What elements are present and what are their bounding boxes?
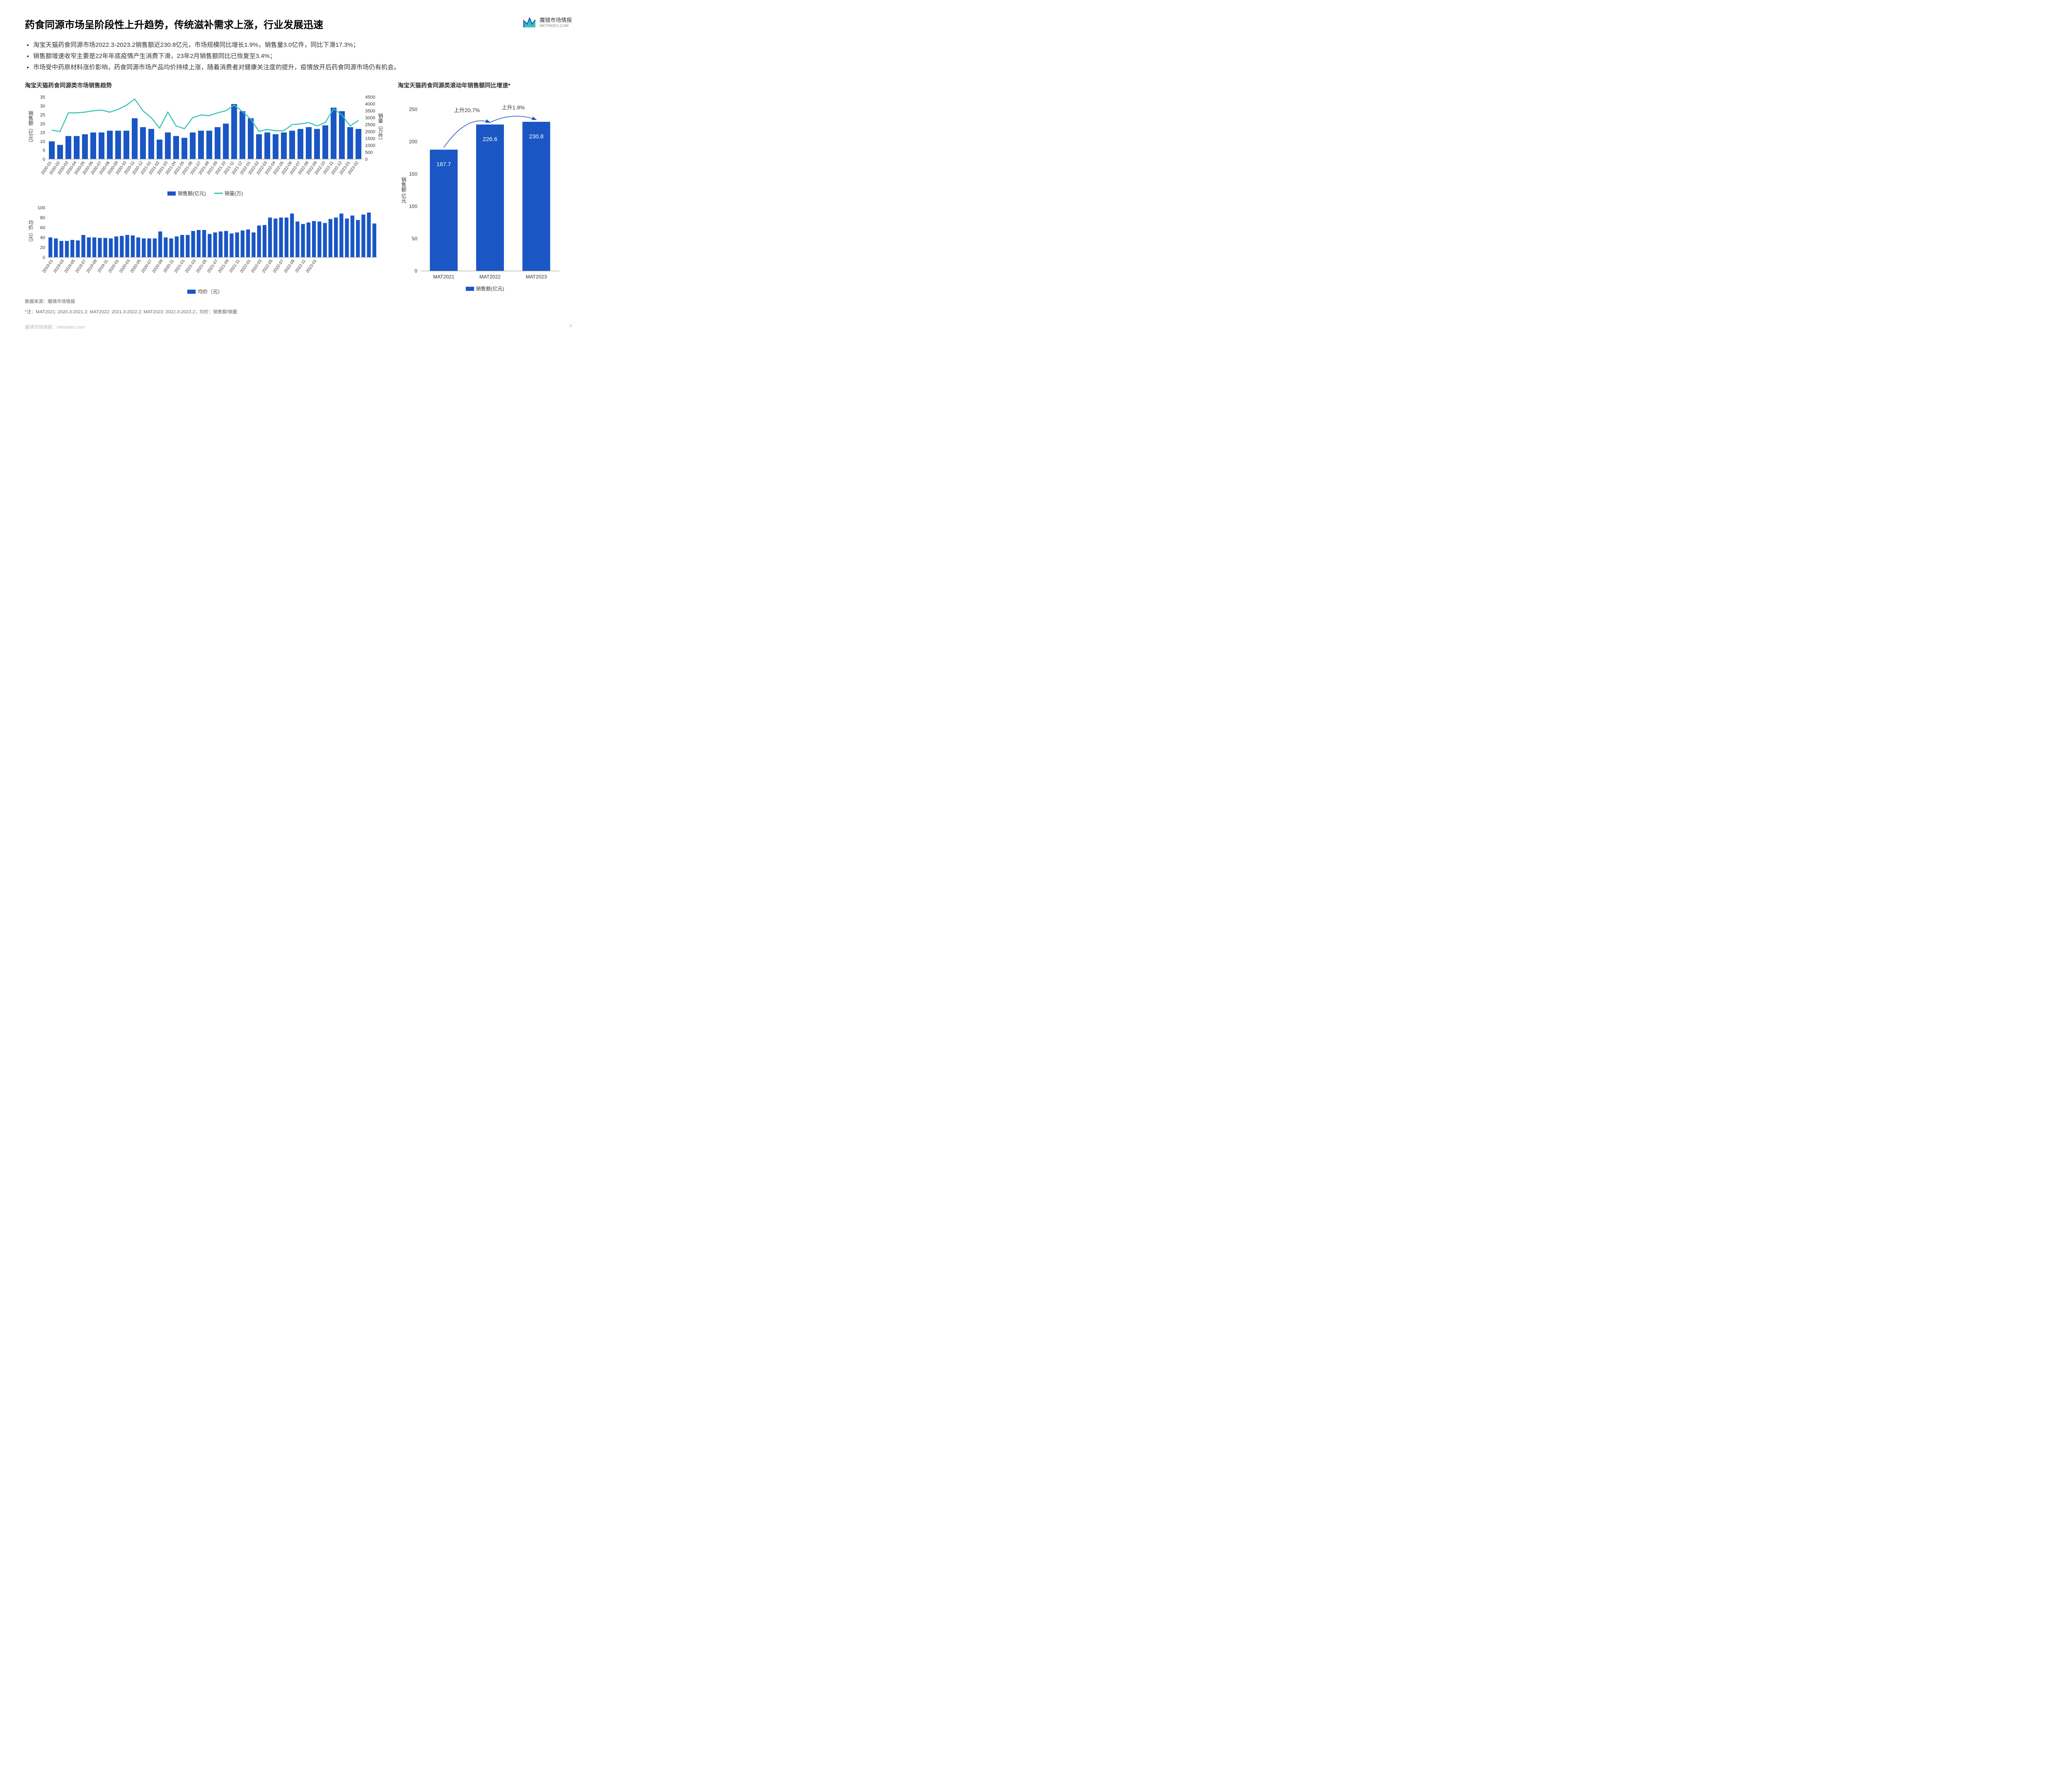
svg-text:2022-07: 2022-07 — [272, 259, 285, 274]
svg-text:2022-09: 2022-09 — [283, 259, 296, 274]
svg-text:2019-05: 2019-05 — [64, 259, 76, 274]
svg-text:20: 20 — [40, 245, 45, 250]
page-title: 药食同源市场呈阶段性上升趋势，传统滋补需求上涨，行业发展迅速 — [25, 17, 323, 31]
svg-text:30: 30 — [40, 104, 45, 109]
svg-text:2021-09: 2021-09 — [218, 259, 230, 274]
svg-text:上升1.9%: 上升1.9% — [502, 104, 525, 111]
footer-left: 魔镜市场情报：mktindex.com — [25, 324, 85, 330]
svg-text:100: 100 — [409, 203, 417, 209]
svg-text:230.8: 230.8 — [529, 133, 544, 140]
bullet-item: 销售额增速收窄主要是22年年底疫情产生消费下滑，23年2月销售额同比已恢复至3.… — [33, 51, 572, 62]
svg-text:2021-03: 2021-03 — [184, 259, 197, 274]
svg-text:100: 100 — [38, 206, 45, 210]
svg-text:80: 80 — [40, 215, 45, 220]
chart1: 0 5 10 15 20 25 30 35 0 500 1000 1500 20002500 3000 35… — [25, 93, 385, 197]
chart2-legend: 均价（元） — [187, 288, 223, 295]
chart1-title: 淘宝天猫药食同源类市场销售趋势 — [25, 81, 385, 90]
svg-text:2019-01: 2019-01 — [42, 259, 54, 274]
footnote-source: 数据来源：魔镜市场情报 — [25, 298, 385, 305]
svg-text:0: 0 — [365, 157, 368, 162]
svg-text:MAT2023: MAT2023 — [526, 274, 547, 280]
svg-text:2019-03: 2019-03 — [53, 259, 65, 274]
bullet-item: 市场受中药原材料涨价影响，药食同源市场产品均价持续上涨，随着消费者对健康关注度的… — [33, 62, 572, 73]
svg-text:销售额 亿元: 销售额 亿元 — [401, 177, 407, 203]
svg-text:MAT2021: MAT2021 — [433, 274, 454, 280]
svg-text:销售额（亿元）: 销售额（亿元） — [28, 111, 34, 145]
svg-text:2022-03: 2022-03 — [250, 259, 263, 274]
svg-text:2023-01: 2023-01 — [305, 259, 318, 274]
svg-text:均价（元）: 均价（元） — [28, 220, 34, 245]
svg-text:2500: 2500 — [365, 123, 375, 128]
svg-text:50: 50 — [412, 236, 418, 242]
svg-text:2022-05: 2022-05 — [261, 259, 274, 274]
chart3: 0 50 100 150 200 250 销售额 亿元 187.7 MAT2021 226.6 MA… — [398, 93, 572, 292]
svg-text:3500: 3500 — [365, 109, 375, 114]
bullet-item: 淘宝天猫药食同源市场2022.3-2023.2销售额近230.8亿元，市场规模同… — [33, 39, 572, 51]
svg-text:35: 35 — [40, 95, 45, 100]
svg-text:226.6: 226.6 — [483, 136, 497, 143]
svg-text:1000: 1000 — [365, 143, 375, 148]
svg-text:10: 10 — [40, 139, 45, 144]
svg-text:2020-03: 2020-03 — [119, 259, 131, 274]
svg-text:1500: 1500 — [365, 136, 375, 141]
svg-text:MAT2022: MAT2022 — [479, 274, 501, 280]
svg-text:2020-01: 2020-01 — [108, 259, 120, 274]
svg-text:40: 40 — [40, 235, 45, 240]
svg-text:2022-01: 2022-01 — [240, 259, 252, 274]
svg-text:销量（万件）: 销量（万件） — [378, 113, 383, 143]
svg-text:60: 60 — [40, 225, 45, 230]
svg-text:2019-09: 2019-09 — [86, 259, 98, 274]
svg-text:500: 500 — [365, 150, 373, 155]
logo-icon — [523, 17, 536, 28]
svg-text:25: 25 — [40, 113, 45, 118]
svg-text:2000: 2000 — [365, 129, 375, 134]
svg-text:15: 15 — [40, 131, 45, 135]
svg-text:2019-07: 2019-07 — [75, 259, 87, 274]
svg-text:0: 0 — [43, 157, 45, 162]
svg-text:4500: 4500 — [365, 95, 375, 100]
logo-name: 魔镜市场情报 — [540, 17, 572, 24]
chart1-legend-line: 销量(万) — [214, 190, 243, 197]
svg-text:0: 0 — [414, 268, 417, 274]
bullet-list: 淘宝天猫药食同源市场2022.3-2023.2销售额近230.8亿元，市场规模同… — [25, 39, 572, 73]
svg-text:4000: 4000 — [365, 102, 375, 107]
svg-text:5: 5 — [43, 148, 45, 153]
svg-text:2020-05: 2020-05 — [130, 259, 142, 274]
chart1-legend-bar: 销售额(亿元) — [167, 190, 206, 197]
svg-text:187.7: 187.7 — [436, 161, 451, 167]
logo-sub: MKTINDEX.COM — [540, 24, 572, 28]
svg-text:2021-01: 2021-01 — [174, 259, 186, 274]
svg-text:上升20.7%: 上升20.7% — [454, 107, 480, 114]
svg-text:2020-07: 2020-07 — [140, 259, 153, 274]
svg-text:200: 200 — [409, 139, 417, 145]
logo: 魔镜市场情报 MKTINDEX.COM — [523, 17, 572, 28]
chart2: 020406080100均价（元）2019-012019-032019-0520… — [25, 203, 385, 295]
footer-page: 9 — [569, 324, 572, 330]
svg-text:3000: 3000 — [365, 116, 375, 121]
svg-text:2020-09: 2020-09 — [152, 259, 164, 274]
chart3-title: 淘宝天猫药食同源类滚动年销售额同比增速* — [398, 81, 572, 90]
svg-text:250: 250 — [409, 106, 417, 112]
svg-text:0: 0 — [43, 255, 45, 260]
footnote-note: *注：MAT2021: 2020.3-2021.2; MAT2022: 2021… — [25, 309, 385, 316]
chart3-legend: 销售额(亿元) — [466, 285, 504, 292]
svg-text:20: 20 — [40, 121, 45, 126]
svg-text:2021-07: 2021-07 — [206, 259, 219, 274]
svg-text:2021-05: 2021-05 — [196, 259, 208, 274]
svg-text:150: 150 — [409, 171, 417, 177]
